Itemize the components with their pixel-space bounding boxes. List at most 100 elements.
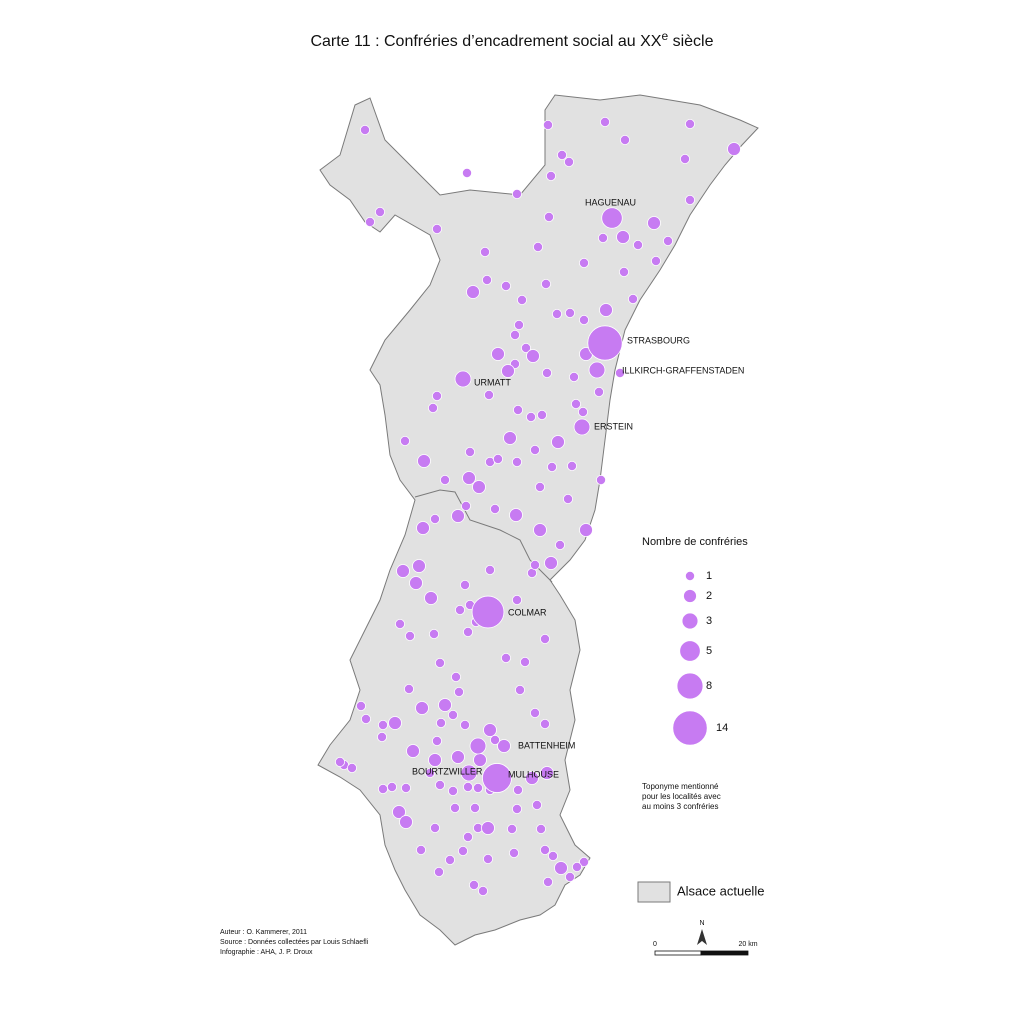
locality-dot <box>434 780 445 791</box>
legend-circle <box>676 672 704 700</box>
locality-dot <box>451 750 465 764</box>
locality-dot <box>431 736 442 747</box>
scale-bar <box>654 950 702 956</box>
locality-dot <box>540 845 551 856</box>
locality-dot <box>509 329 520 340</box>
legend-circle <box>679 640 701 662</box>
legend-title: Nombre de confréries <box>642 536 748 548</box>
locality-dot <box>506 824 517 835</box>
town-label: ERSTEIN <box>594 421 633 431</box>
locality-dot <box>459 580 470 591</box>
locality-dot <box>579 523 593 537</box>
locality-dot <box>449 803 460 814</box>
locality-dot <box>517 294 528 305</box>
locality-dot <box>377 720 388 731</box>
locality-dot <box>543 120 554 131</box>
locality-dot <box>503 431 517 445</box>
locality-dot <box>544 556 558 570</box>
locality-dot <box>512 188 523 199</box>
locality-dot <box>579 257 590 268</box>
locality-dot <box>520 657 531 668</box>
town-label: URMATT <box>474 377 511 387</box>
locality-dot <box>394 619 405 630</box>
locality-dot <box>533 241 544 252</box>
locality-dot <box>530 560 541 571</box>
legend-label: 14 <box>716 722 728 734</box>
locality-dot <box>537 409 548 420</box>
locality-dot <box>513 785 524 796</box>
map-title: Carte 11 : Confréries d’encadrement soci… <box>310 29 713 50</box>
locality-dot <box>536 824 547 835</box>
locality-dot <box>552 308 563 319</box>
credit: Infographie : AHA, J. P. Droux <box>220 949 313 956</box>
locality-dot <box>579 314 590 325</box>
legend-circle <box>683 589 697 603</box>
locality-dot <box>439 474 450 485</box>
locality-dot <box>491 347 505 361</box>
locality-dot <box>461 167 472 178</box>
locality-dot <box>565 307 576 318</box>
locality-dot <box>535 481 546 492</box>
town-label: BOURTZWILLER <box>412 766 483 776</box>
locality-dot <box>547 461 558 472</box>
locality-dot <box>615 367 626 378</box>
locality-dot <box>431 223 442 234</box>
locality-dot <box>685 119 696 130</box>
locality-dot <box>386 782 397 793</box>
locality-dot <box>594 386 605 397</box>
locality-dot <box>521 342 532 353</box>
locality-dot <box>571 398 582 409</box>
locality-dot <box>457 846 468 857</box>
locality-dot <box>453 687 464 698</box>
locality-dot <box>417 454 431 468</box>
legend-circle <box>685 571 696 582</box>
town-dot <box>588 361 606 379</box>
locality-dot <box>540 766 554 780</box>
locality-dot <box>596 474 607 485</box>
locality-dot <box>364 216 375 227</box>
locality-dot <box>462 832 473 843</box>
scale-label: 0 <box>653 941 657 948</box>
legend-note: Toponyme mentionné <box>642 782 719 791</box>
locality-dot <box>429 514 440 525</box>
locality-dot <box>569 371 580 382</box>
locality-dot <box>540 719 551 730</box>
locality-dot <box>508 848 519 859</box>
locality-dot <box>564 156 575 167</box>
locality-dot <box>565 872 576 883</box>
legend-note: au moins 3 confréries <box>642 802 718 811</box>
locality-dot <box>447 710 458 721</box>
locality-dot <box>399 815 413 829</box>
locality-dot <box>481 821 495 835</box>
locality-dot <box>355 701 366 712</box>
locality-dot <box>598 232 609 243</box>
locality-dot <box>685 194 696 205</box>
locality-dot <box>429 823 440 834</box>
legend-area-label: Alsace actuelle <box>677 883 764 898</box>
legend-label: 8 <box>706 680 712 692</box>
locality-dot <box>572 862 583 873</box>
town-dot <box>454 370 472 388</box>
locality-dot <box>512 595 523 606</box>
legend-note: pour les localités avec <box>642 792 721 801</box>
locality-dot <box>473 753 487 767</box>
legend-label: 2 <box>706 590 712 602</box>
legend-area-swatch <box>637 881 671 903</box>
locality-dot <box>619 266 630 277</box>
locality-dot <box>406 744 420 758</box>
locality-dot <box>557 149 568 160</box>
locality-dot <box>462 471 476 485</box>
locality-dot <box>680 153 691 164</box>
north-arrow <box>697 929 707 945</box>
locality-dot <box>415 701 429 715</box>
credit: Auteur : O. Kammerer, 2011 <box>220 929 307 936</box>
locality-dot <box>447 786 458 797</box>
north-label: N <box>699 920 704 927</box>
town-dot <box>469 737 487 755</box>
locality-dot <box>489 735 500 746</box>
locality-dot <box>431 390 442 401</box>
locality-dot <box>472 480 486 494</box>
locality-dot <box>416 521 430 535</box>
town-label: COLMAR <box>508 607 547 617</box>
locality-dot <box>551 435 565 449</box>
